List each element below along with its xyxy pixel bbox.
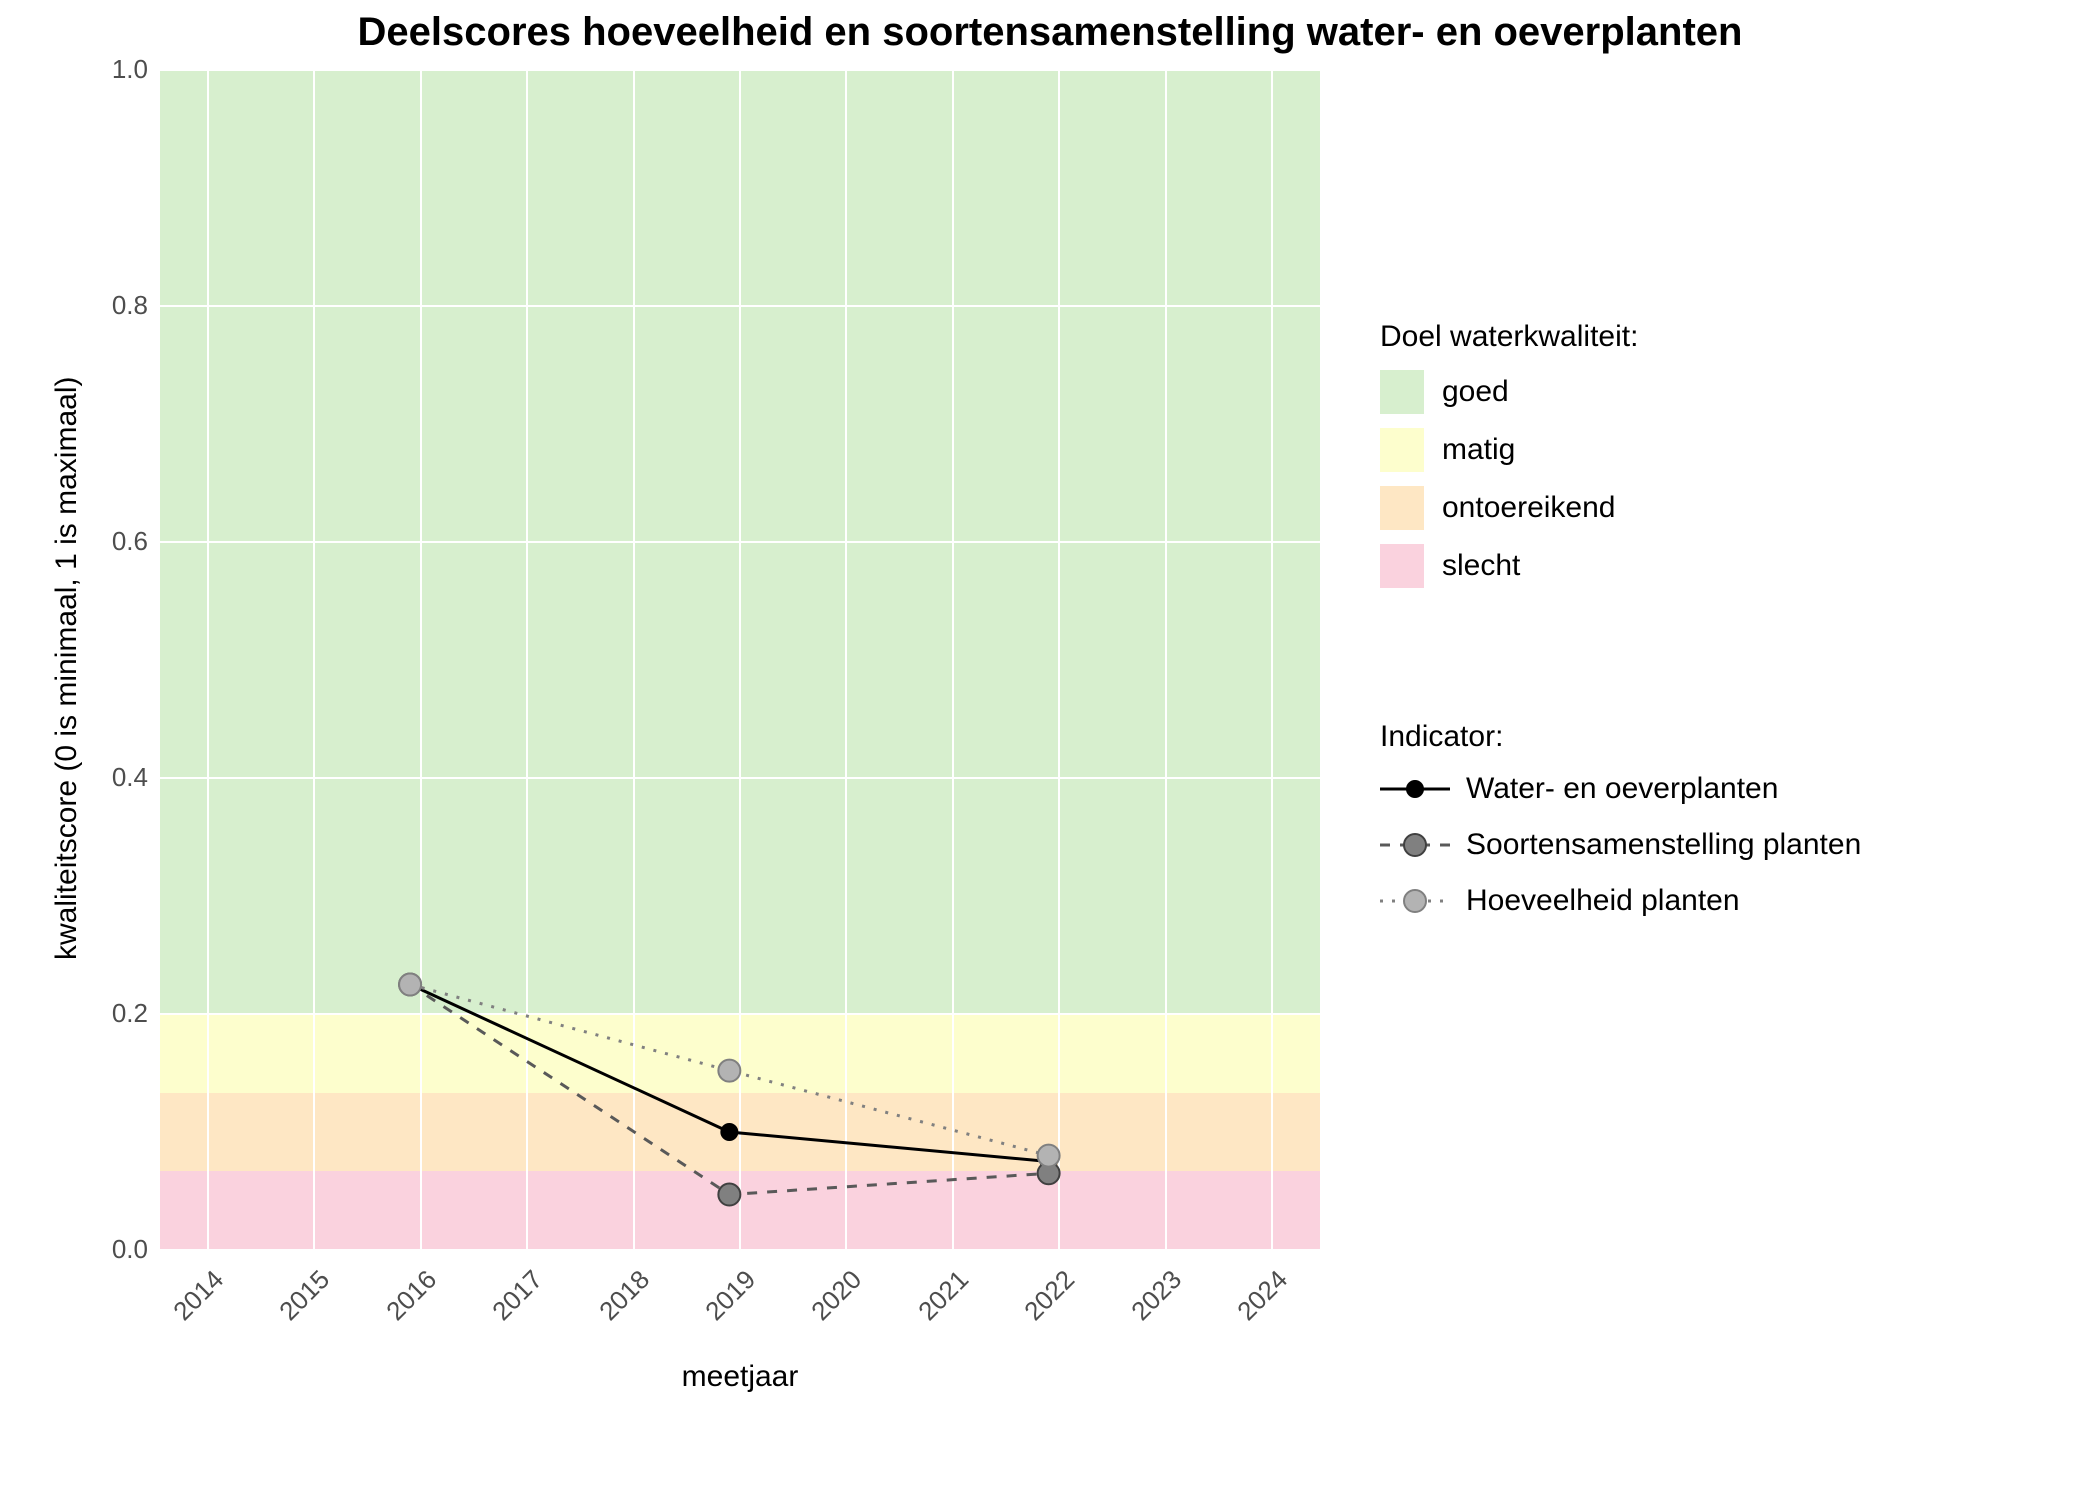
legend-line-sample [1380, 828, 1450, 862]
y-tick-label: 0.2 [112, 998, 148, 1029]
legend-label: goed [1442, 375, 1509, 409]
legend-swatch [1380, 370, 1424, 414]
legend-line-sample [1380, 884, 1450, 918]
legend-label: ontoereikend [1442, 491, 1615, 525]
x-tick-label: 2023 [1125, 1264, 1188, 1327]
legend-quality-title: Doel waterkwaliteit: [1380, 320, 1638, 354]
legend-swatch [1380, 544, 1424, 588]
legend-label: Hoeveelheid planten [1466, 884, 1740, 918]
legend-swatch [1380, 428, 1424, 472]
legend-indicator-title: Indicator: [1380, 720, 1861, 754]
x-tick-label: 2019 [699, 1264, 762, 1327]
legend-quality-item: goed [1380, 370, 1638, 414]
y-tick-label: 0.0 [112, 1234, 148, 1265]
legend-indicator: Indicator: Water- en oeverplanten Soorten… [1380, 720, 1861, 940]
y-axis-label: kwaliteitscore (0 is minimaal, 1 is maxi… [50, 377, 84, 960]
legend-quality-item: ontoereikend [1380, 486, 1638, 530]
legend-indicator-item: Water- en oeverplanten [1380, 772, 1861, 806]
legend-swatch [1380, 486, 1424, 530]
legend-label: Water- en oeverplanten [1466, 772, 1778, 806]
data-point [718, 1060, 740, 1082]
data-point [399, 974, 421, 996]
legend-label: Soortensamenstelling planten [1466, 828, 1861, 862]
legend-quality-item: slecht [1380, 544, 1638, 588]
x-tick-label: 2017 [486, 1264, 549, 1327]
chart-container: Deelscores hoeveelheid en soortensamenst… [0, 0, 2100, 1500]
legend-quality-item: matig [1380, 428, 1638, 472]
legend-indicator-item: Soortensamenstelling planten [1380, 828, 1861, 862]
chart-title: Deelscores hoeveelheid en soortensamenst… [0, 10, 2100, 55]
x-tick-label: 2014 [167, 1264, 230, 1327]
x-tick-label: 2022 [1018, 1264, 1081, 1327]
y-tick-label: 1.0 [112, 54, 148, 85]
x-tick-label: 2020 [806, 1264, 869, 1327]
x-tick-label: 2016 [380, 1264, 443, 1327]
legend-quality: Doel waterkwaliteit: goed matig ontoereike… [1380, 320, 1638, 602]
y-tick-label: 0.4 [112, 762, 148, 793]
legend-indicator-item: Hoeveelheid planten [1380, 884, 1861, 918]
x-tick-label: 2024 [1231, 1264, 1294, 1327]
y-tick-label: 0.6 [112, 526, 148, 557]
data-point [1038, 1145, 1060, 1167]
y-tick-label: 0.8 [112, 290, 148, 321]
series-line [410, 985, 1049, 1195]
data-point [718, 1184, 740, 1206]
x-tick-label: 2021 [912, 1264, 975, 1327]
legend-line-sample [1380, 772, 1450, 806]
x-tick-label: 2015 [273, 1264, 336, 1327]
x-axis-label: meetjaar [160, 1360, 1320, 1394]
plot-area [160, 70, 1320, 1250]
legend-label: matig [1442, 433, 1515, 467]
data-point [721, 1124, 737, 1140]
series-layer [160, 70, 1320, 1250]
x-tick-label: 2018 [593, 1264, 656, 1327]
legend-label: slecht [1442, 549, 1520, 583]
